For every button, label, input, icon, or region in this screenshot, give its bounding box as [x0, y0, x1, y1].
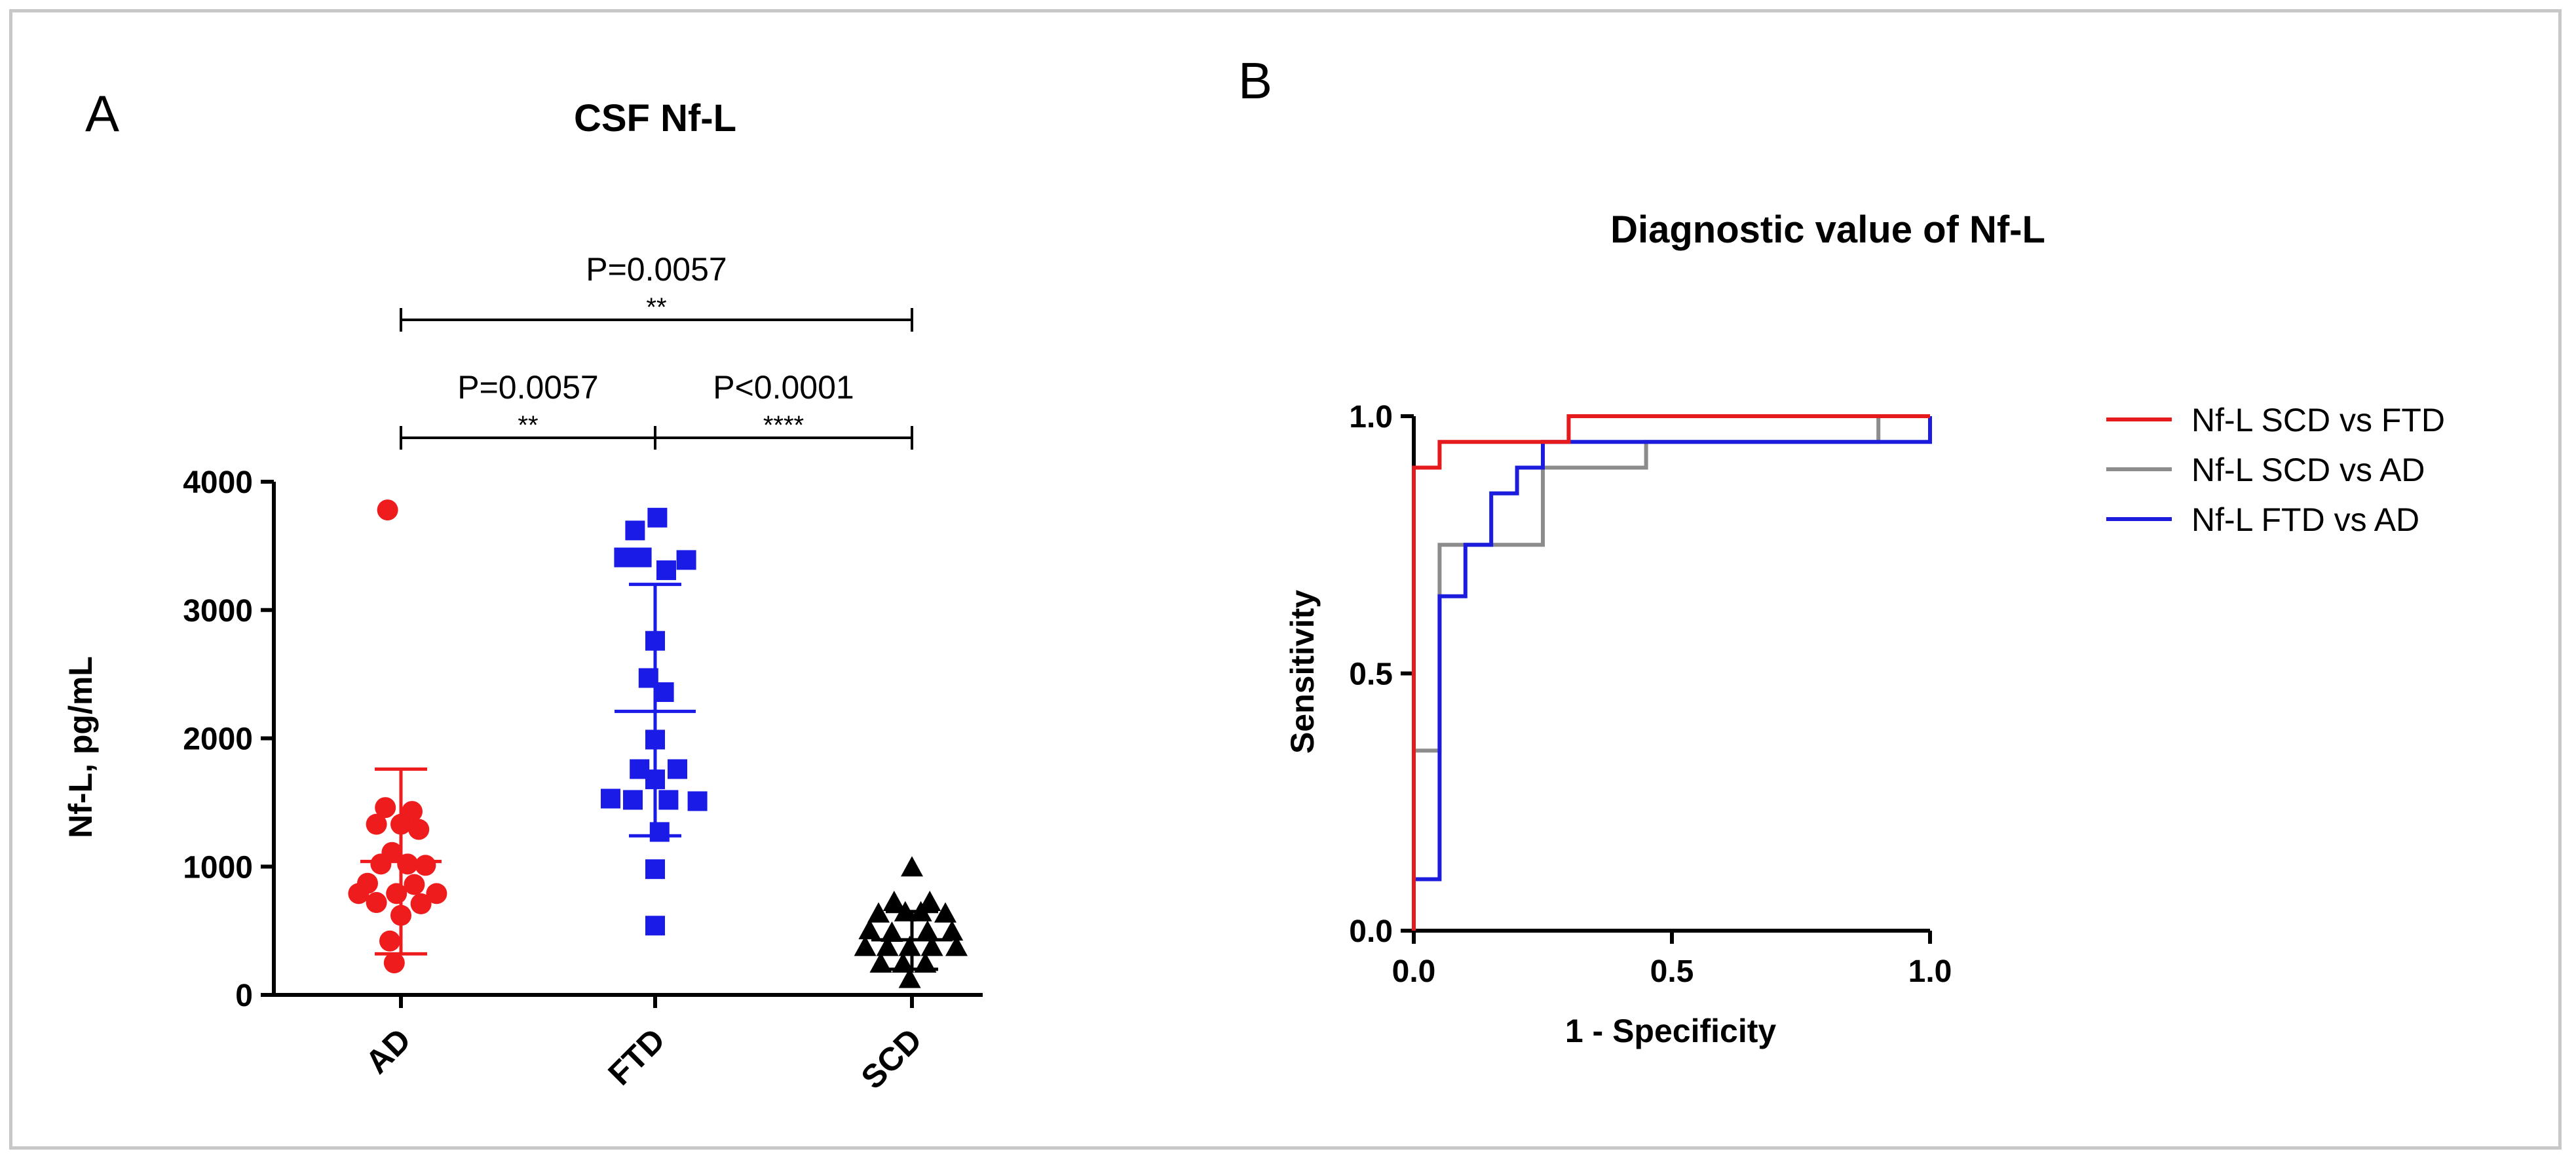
data-point-ad: [415, 855, 436, 876]
data-point-ftd: [614, 547, 634, 568]
data-point-scd: [945, 935, 968, 956]
y-tick-label: 1.0: [1349, 400, 1393, 435]
y-tick-label: 0.5: [1349, 657, 1393, 692]
data-point-scd: [941, 920, 964, 941]
y-tick-label: 2000: [183, 722, 253, 757]
data-point-ftd: [623, 790, 643, 810]
panel-a-label: A: [85, 85, 119, 142]
data-point-ad: [426, 883, 447, 904]
data-point-ad: [370, 853, 392, 875]
data-point-ad: [375, 797, 396, 819]
data-point-ftd: [668, 759, 687, 779]
data-point-ad: [408, 819, 430, 840]
data-point-scd: [854, 935, 877, 956]
data-point-ftd: [645, 859, 665, 880]
data-point-ad: [383, 952, 405, 974]
data-point-scd: [869, 952, 892, 973]
x-tick-label-scd: SCD: [854, 1021, 929, 1096]
y-tick-label: 4000: [183, 465, 253, 500]
data-point-scd: [898, 967, 921, 988]
legend-label: Nf-L FTD vs AD: [2191, 501, 2419, 538]
panel-a-title: CSF Nf-L: [574, 97, 736, 140]
data-point-scd: [876, 935, 899, 956]
data-point-scd: [882, 891, 905, 912]
data-point-scd: [934, 902, 957, 923]
data-point-ftd: [601, 788, 620, 809]
panel-b-ylabel: Sensitivity: [1284, 590, 1321, 754]
data-point-ftd: [654, 682, 674, 703]
data-point-ftd: [658, 790, 679, 810]
data-point-ftd: [632, 547, 652, 568]
data-point-ad: [404, 874, 425, 895]
data-point-ad: [379, 930, 400, 952]
data-point-scd: [898, 935, 921, 956]
data-point-ftd: [656, 560, 676, 581]
x-tick-label: 1.0: [1908, 954, 1952, 989]
data-point-ad: [348, 883, 369, 904]
data-point-ad: [410, 893, 432, 915]
data-point-scd: [919, 891, 941, 912]
panel-a-ylabel: Nf-L, pg/mL: [62, 656, 99, 838]
panel-b-xlabel: 1 - Specificity: [1565, 1013, 1777, 1049]
y-tick-label: 0.0: [1349, 914, 1393, 949]
y-tick-label: 1000: [183, 850, 253, 885]
legend-label: Nf-L SCD vs AD: [2191, 452, 2425, 488]
data-point-ad: [366, 813, 387, 835]
data-point-scd: [920, 935, 943, 956]
y-tick-label: 3000: [183, 594, 253, 629]
data-point-ftd: [647, 507, 668, 528]
significance-stars: **: [646, 293, 666, 322]
data-point-ftd: [687, 791, 708, 811]
data-point-scd: [892, 952, 915, 973]
significance-stars: ****: [763, 411, 804, 440]
y-tick-label: 0: [235, 979, 253, 1013]
data-point-ftd: [649, 822, 670, 842]
x-tick-label: 0.5: [1650, 954, 1694, 989]
p-value-label: P=0.0057: [586, 251, 727, 288]
data-point-ftd: [676, 550, 696, 570]
figure-frame: [9, 9, 2562, 1150]
legend-label: Nf-L SCD vs FTD: [2191, 402, 2445, 438]
roc-line-nf-l-scd-vs-ftd: [1412, 414, 1930, 931]
panel-b-plot: 0.0 0.5 1.0 0.0 0.5 1.0 Nf-L SCD vs FTD Nf-L SC…: [1349, 400, 2445, 989]
x-tick-label-ftd: FTD: [601, 1021, 672, 1092]
p-value-label: P<0.0001: [713, 369, 854, 406]
data-point-scd: [881, 922, 903, 942]
panel-a-plot: 0 1000 2000 3000 4000 AD FTD SCD P=0.0057 ** P=0.0…: [183, 251, 983, 1096]
data-point-scd: [867, 902, 890, 923]
roc-line-nf-l-ftd-vs-ad: [1412, 416, 1932, 931]
panel-b-label: B: [1238, 52, 1272, 109]
x-tick-label: 0.0: [1392, 954, 1436, 989]
panel-b-title: Diagnostic value of Nf-L: [1610, 208, 2045, 251]
significance-stars: **: [518, 411, 538, 440]
data-point-ad: [366, 892, 387, 914]
data-point-scd: [914, 952, 937, 973]
data-point-ad: [377, 499, 398, 521]
data-point-scd: [901, 856, 923, 877]
x-tick-label-ad: AD: [358, 1021, 418, 1081]
data-point-scd: [858, 919, 881, 940]
data-point-ftd: [645, 916, 665, 936]
data-point-ad: [386, 883, 407, 904]
p-value-label: P=0.0057: [457, 369, 598, 406]
data-point-scd: [916, 920, 939, 941]
data-point-ftd: [625, 520, 645, 541]
